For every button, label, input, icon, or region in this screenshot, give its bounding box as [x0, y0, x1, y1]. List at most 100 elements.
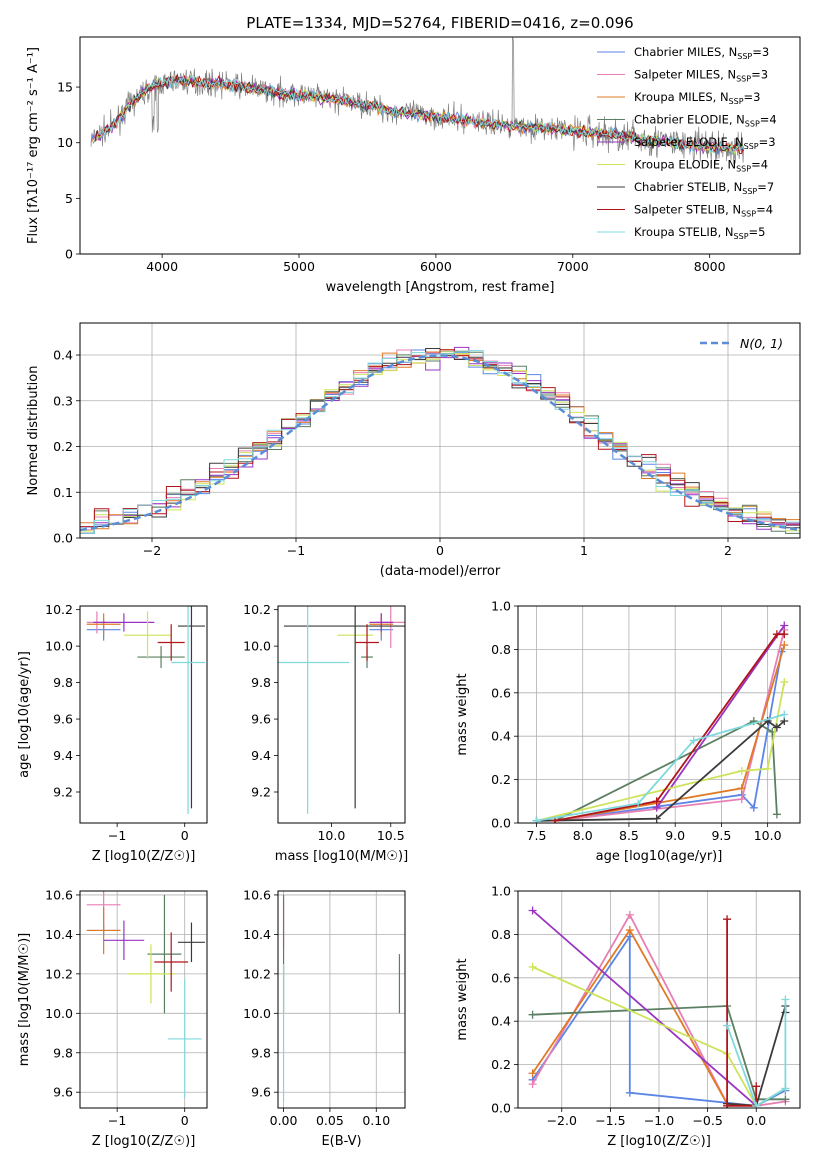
plus-marker — [749, 803, 758, 812]
weight-vs-age-panel: 7.5 8.0 8.5 9.0 9.5 10.0 0.0 0.2 0.4 0.6 0.8 1.0 age… — [455, 599, 801, 864]
y-tick-label: 15 — [57, 80, 73, 95]
plus-marker — [723, 915, 732, 924]
y-tick-label: 0.0 — [491, 1101, 511, 1116]
spectrum-title: PLATE=1334, MJD=52764, FIBERID=0416, z=0… — [246, 14, 633, 32]
weight-series-line — [554, 629, 786, 822]
x-axis-label: E(B-V) — [321, 1134, 361, 1149]
axes-frame — [79, 605, 208, 824]
errorbar-point — [86, 906, 121, 955]
axes-frame — [517, 890, 801, 1109]
x-tick-label: 8.5 — [619, 828, 639, 843]
plus-marker — [781, 1095, 790, 1104]
x-tick-label: −2.0 — [547, 1113, 577, 1128]
y-tick-label: 0.4 — [491, 1014, 511, 1029]
plus-marker — [652, 814, 661, 823]
y-tick-label: 10.2 — [243, 966, 271, 981]
x-axis-label: (data-model)/error — [380, 564, 501, 579]
y-tick-label: 0.4 — [491, 729, 511, 744]
legend-label: Chabrier ELODIE, NSSP=4 — [634, 113, 777, 129]
plus-marker — [737, 795, 746, 804]
plus-marker — [528, 906, 537, 915]
spectrum-panel: 4000 5000 6000 7000 8000 0 5 10 15 wavelength [An… — [26, 36, 801, 295]
y-tick-label: 10.2 — [243, 602, 271, 617]
y-tick-label: 0.8 — [491, 642, 511, 657]
axes-frame — [79, 36, 801, 255]
legend-label: Kroupa ELODIE, NSSP=4 — [634, 158, 768, 174]
legend-label: Chabrier MILES, NSSP=3 — [634, 45, 769, 61]
x-tick-label: 0.00 — [270, 1113, 298, 1128]
y-axis-label: mass weight — [455, 673, 470, 755]
y-tick-label: 9.6 — [53, 712, 73, 727]
y-tick-label: 10.6 — [45, 887, 73, 902]
legend-label: Salpeter STELIB, NSSP=4 — [634, 203, 773, 219]
plus-marker — [528, 1069, 537, 1078]
errorbar-point — [355, 624, 379, 661]
plus-marker — [780, 710, 789, 719]
x-axis-label: Z [log10(Z/Z☉)] — [607, 1134, 711, 1149]
plus-marker — [652, 797, 661, 806]
y-tick-label: 0.3 — [53, 393, 73, 408]
x-axis-label: age [log10(age/yr)] — [596, 849, 723, 864]
x-tick-label: −1 — [287, 543, 305, 558]
legend-label: Salpeter MILES, NSSP=3 — [634, 68, 768, 84]
y-tick-label: 10.0 — [45, 639, 73, 654]
plus-marker — [780, 677, 789, 686]
spectrum-model-line — [95, 74, 744, 156]
age-vs-Z-panel: −1 0 9.2 9.4 9.6 9.8 10.0 10.2 Z [log10(Z/Z☉)] ag… — [17, 602, 208, 864]
y-tick-label: 0.8 — [491, 927, 511, 942]
x-tick-label: 1 — [580, 543, 588, 558]
weight-series-line — [726, 919, 758, 1107]
x-axis-label: Z [log10(Z/Z☉)] — [92, 1134, 196, 1149]
errorbar-point — [157, 624, 185, 661]
y-tick-label: 0.0 — [491, 816, 511, 831]
errorbar-point — [86, 613, 121, 636]
y-tick-label: 0.6 — [491, 685, 511, 700]
x-tick-label: −1 — [108, 828, 126, 843]
weight-series-line — [554, 719, 778, 822]
y-tick-label: 10.2 — [45, 602, 73, 617]
y-tick-label: 10.0 — [243, 639, 271, 654]
axes-frame — [277, 890, 406, 1109]
errorbar-point — [171, 606, 205, 814]
y-tick-label: 9.4 — [251, 748, 271, 763]
y-tick-label: 0.2 — [491, 772, 511, 787]
x-axis-label: Z [log10(Z/Z☉)] — [92, 849, 196, 864]
axes-frame — [517, 605, 801, 824]
x-tick-label: −2 — [143, 543, 161, 558]
weight-series-line — [536, 681, 786, 822]
y-tick-label: 9.8 — [53, 675, 73, 690]
x-tick-label: −1.0 — [644, 1113, 674, 1128]
x-tick-label: 0.10 — [362, 1113, 390, 1128]
y-tick-label: 10.4 — [45, 927, 73, 942]
x-tick-label: 9.5 — [711, 828, 731, 843]
x-tick-label: 9.0 — [665, 828, 685, 843]
errorbar-point — [123, 611, 172, 659]
y-tick-label: 0.0 — [53, 531, 73, 546]
axes-frame — [277, 605, 406, 824]
x-tick-label: 0 — [181, 828, 189, 843]
x-tick-label: 5000 — [283, 259, 315, 274]
normal-curve — [79, 354, 801, 532]
plus-marker — [723, 1021, 732, 1030]
x-tick-label: 8000 — [694, 259, 726, 274]
y-tick-label: 10 — [57, 135, 73, 150]
y-tick-label: 1.0 — [491, 884, 511, 899]
weight-vs-Z-panel: −2.0 −1.5 −1.0 −0.5 0.0 0.0 0.2 0.4 0.6 0.8 1.0 Z [… — [455, 884, 801, 1149]
plus-marker — [780, 641, 789, 650]
x-tick-label: 0.05 — [316, 1113, 344, 1128]
plus-marker — [532, 816, 541, 823]
y-tick-label: 9.6 — [251, 1085, 271, 1100]
ebv-panel: 0.00 0.05 0.10 9.6 9.8 10.0 10.2 10.4 10.6 E(B-V) — [243, 887, 406, 1149]
x-tick-label: 10.5 — [377, 828, 405, 843]
y-tick-label: 9.8 — [251, 675, 271, 690]
y-tick-label: 10.2 — [45, 966, 73, 981]
weight-series-line — [554, 633, 785, 822]
x-tick-label: −1 — [108, 1113, 126, 1128]
plus-marker — [780, 630, 789, 639]
errorbar-point — [147, 894, 182, 1014]
y-tick-label: 10.6 — [243, 887, 271, 902]
x-tick-label: −1.5 — [595, 1113, 625, 1128]
y-tick-label: 9.4 — [53, 748, 73, 763]
legend-label: Chabrier STELIB, NSSP=7 — [634, 180, 774, 196]
